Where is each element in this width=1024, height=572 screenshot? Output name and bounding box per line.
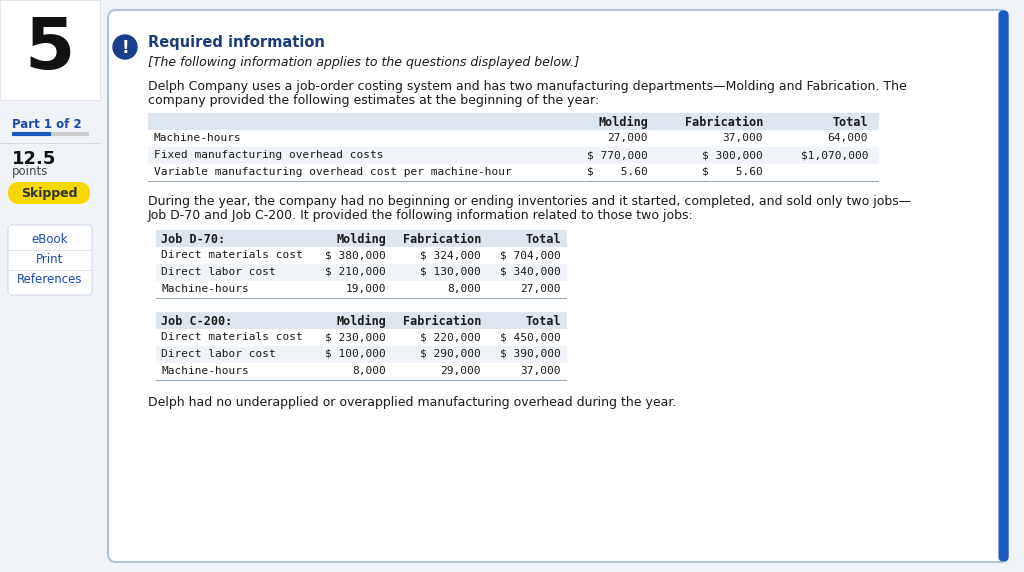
Text: Machine-hours: Machine-hours — [161, 366, 249, 376]
FancyBboxPatch shape — [999, 11, 1008, 561]
Text: Total: Total — [525, 315, 561, 328]
Text: 19,000: 19,000 — [345, 284, 386, 294]
Text: $    5.60: $ 5.60 — [702, 167, 763, 177]
Text: points: points — [12, 165, 48, 178]
Bar — [156, 312, 566, 329]
Text: Part 1 of 2: Part 1 of 2 — [12, 118, 82, 131]
Text: $ 380,000: $ 380,000 — [326, 250, 386, 260]
Text: Fabrication: Fabrication — [685, 116, 763, 129]
Bar — [156, 264, 566, 281]
Text: 8,000: 8,000 — [447, 284, 481, 294]
Text: 8,000: 8,000 — [352, 366, 386, 376]
Text: Machine-hours: Machine-hours — [154, 133, 242, 143]
Text: !: ! — [121, 39, 129, 57]
Text: Print: Print — [36, 253, 63, 266]
Text: Job D-70 and Job C-200. It provided the following information related to those t: Job D-70 and Job C-200. It provided the … — [148, 209, 693, 222]
Bar — [156, 281, 566, 298]
Text: Skipped: Skipped — [20, 188, 77, 201]
Bar — [156, 247, 566, 264]
Text: $ 220,000: $ 220,000 — [420, 332, 481, 342]
Text: Machine-hours: Machine-hours — [161, 284, 249, 294]
Text: $ 770,000: $ 770,000 — [587, 150, 648, 160]
Bar — [156, 346, 566, 363]
FancyBboxPatch shape — [8, 225, 92, 295]
Text: $ 324,000: $ 324,000 — [420, 250, 481, 260]
Text: Direct labor cost: Direct labor cost — [161, 267, 275, 277]
Text: Molding: Molding — [336, 315, 386, 328]
Text: Fabrication: Fabrication — [402, 233, 481, 246]
Text: 12.5: 12.5 — [12, 150, 56, 168]
Bar — [156, 230, 566, 247]
Text: $ 230,000: $ 230,000 — [326, 332, 386, 342]
Text: $ 210,000: $ 210,000 — [326, 267, 386, 277]
Text: 64,000: 64,000 — [827, 133, 868, 143]
Text: $    5.60: $ 5.60 — [587, 167, 648, 177]
Text: $ 130,000: $ 130,000 — [420, 267, 481, 277]
FancyBboxPatch shape — [8, 182, 90, 204]
Text: $ 290,000: $ 290,000 — [420, 349, 481, 359]
Text: Direct materials cost: Direct materials cost — [161, 332, 303, 342]
Text: Molding: Molding — [598, 116, 648, 129]
Text: $ 390,000: $ 390,000 — [501, 349, 561, 359]
Text: Fixed manufacturing overhead costs: Fixed manufacturing overhead costs — [154, 150, 384, 160]
Text: 5: 5 — [25, 15, 75, 85]
Text: Job C-200:: Job C-200: — [161, 315, 232, 328]
Circle shape — [113, 35, 137, 59]
Bar — [148, 130, 878, 147]
Text: Direct labor cost: Direct labor cost — [161, 349, 275, 359]
Text: eBook: eBook — [32, 233, 69, 246]
Text: Fabrication: Fabrication — [402, 315, 481, 328]
Text: [The following information applies to the questions displayed below.]: [The following information applies to th… — [148, 56, 580, 69]
Text: 27,000: 27,000 — [520, 284, 561, 294]
Text: $ 100,000: $ 100,000 — [326, 349, 386, 359]
Text: Variable manufacturing overhead cost per machine-hour: Variable manufacturing overhead cost per… — [154, 167, 512, 177]
FancyBboxPatch shape — [108, 10, 1008, 562]
Text: 37,000: 37,000 — [723, 133, 763, 143]
Bar — [0, 100, 100, 572]
Bar — [156, 363, 566, 380]
Text: Job D-70:: Job D-70: — [161, 233, 225, 246]
Text: 29,000: 29,000 — [440, 366, 481, 376]
Text: $ 300,000: $ 300,000 — [702, 150, 763, 160]
Text: Required information: Required information — [148, 35, 325, 50]
Bar — [12, 132, 88, 135]
Bar — [148, 147, 878, 164]
Text: Direct materials cost: Direct materials cost — [161, 250, 303, 260]
Text: References: References — [17, 273, 83, 286]
Text: Molding: Molding — [336, 233, 386, 246]
Text: Delph had no underapplied or overapplied manufacturing overhead during the year.: Delph had no underapplied or overapplied… — [148, 396, 677, 409]
Text: Total: Total — [833, 116, 868, 129]
Bar — [0, 0, 100, 100]
Text: $ 704,000: $ 704,000 — [501, 250, 561, 260]
Text: $ 450,000: $ 450,000 — [501, 332, 561, 342]
Text: company provided the following estimates at the beginning of the year:: company provided the following estimates… — [148, 94, 599, 107]
Text: $ 340,000: $ 340,000 — [501, 267, 561, 277]
Text: 37,000: 37,000 — [520, 366, 561, 376]
Text: Delph Company uses a job-order costing system and has two manufacturing departme: Delph Company uses a job-order costing s… — [148, 80, 906, 93]
Text: Total: Total — [525, 233, 561, 246]
Text: 27,000: 27,000 — [607, 133, 648, 143]
Bar — [156, 329, 566, 346]
Bar — [148, 113, 878, 130]
Text: During the year, the company had no beginning or ending inventories and it start: During the year, the company had no begi… — [148, 195, 911, 208]
Text: $1,070,000: $1,070,000 — [801, 150, 868, 160]
Bar — [12, 132, 50, 135]
Bar — [148, 164, 878, 181]
